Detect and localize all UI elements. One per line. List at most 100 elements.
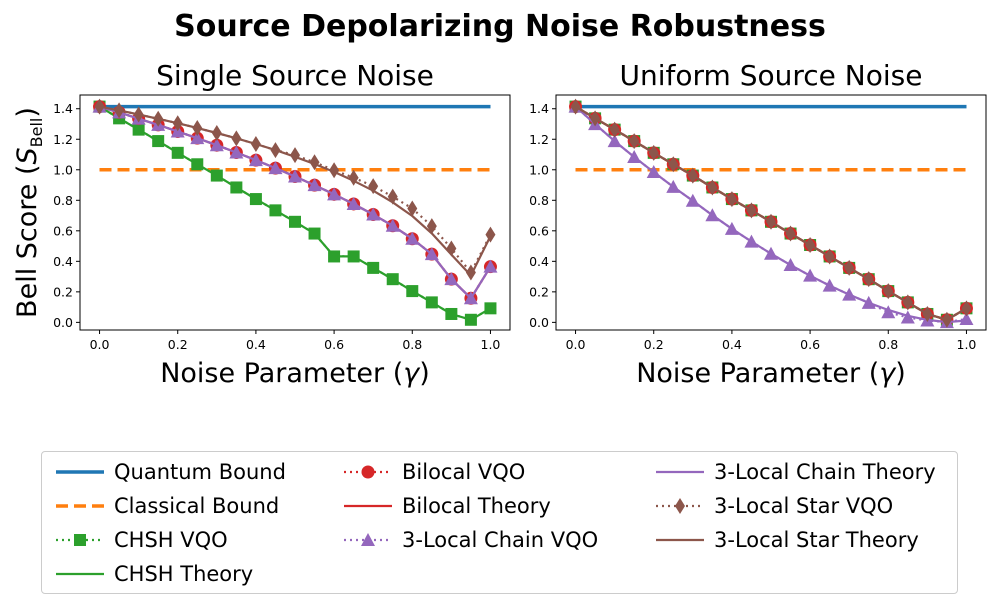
legend-label: 3-Local Chain VQO: [402, 528, 599, 552]
marker-chsh-vqo: [367, 261, 380, 274]
legend-swatch: [344, 533, 392, 546]
legend-label: 3-Local Star Theory: [714, 528, 919, 552]
legend-swatch: [656, 538, 704, 542]
x-tick-label: 0.6: [324, 337, 344, 352]
marker-chsh-vqo: [230, 181, 243, 194]
y-tick-label: 1.4: [529, 101, 549, 116]
y-tick-label: 0.6: [529, 223, 549, 238]
marker-chsh-vqo: [425, 296, 438, 309]
marker-3-local-star-vqo: [368, 178, 379, 195]
marker-3-local-star-vqo: [648, 144, 659, 161]
chart-panel-single-source-noise: Single Source Noise 0.0 0.2 0.4 0.6 0.8 1.0 0.0…: [12, 59, 511, 389]
marker-3-local-star-vqo: [824, 248, 835, 265]
marker-3-local-chain-vqo: [307, 178, 322, 192]
legend-item-3-local-chain-theory: 3-Local Chain Theory: [654, 457, 936, 487]
legend-item-3-local-star-theory: 3-Local Star Theory: [654, 525, 919, 555]
legend-swatch: [56, 470, 104, 474]
y-tick-label: 0.0: [53, 315, 73, 330]
marker-3-local-star-vqo: [446, 240, 457, 257]
legend-label: Classical Bound: [114, 494, 280, 518]
legend-item-classical-bound: Classical Bound: [54, 491, 279, 521]
marker-chsh-vqo: [386, 273, 399, 286]
marker-3-local-star-vqo: [844, 259, 855, 276]
legend-swatch: [56, 504, 104, 508]
marker-3-local-chain-vqo: [268, 161, 283, 175]
x-tick-label: 0.2: [644, 337, 664, 352]
marker-chsh-vqo: [132, 123, 145, 136]
legend-swatch: [656, 470, 704, 474]
marker-chsh-vqo: [289, 215, 301, 228]
marker-3-local-star-vqo: [250, 135, 261, 152]
marker-3-local-chain-vqo: [209, 138, 224, 152]
marker-3-local-star-vqo: [922, 305, 933, 322]
marker-chsh-vqo: [328, 250, 341, 263]
marker-3-local-star-vqo: [114, 102, 125, 119]
legend-marker: [361, 533, 375, 546]
y-tick-label: 0.4: [53, 254, 73, 269]
marker-3-local-star-vqo: [348, 169, 359, 186]
x-tick-label: 0.6: [800, 337, 820, 352]
legend-label: Quantum Bound: [114, 460, 286, 484]
marker-3-local-star-vqo: [94, 98, 105, 115]
chart-panel-uniform-source-noise: Uniform Source Noise 0.0 0.2 0.4 0.6 0.8 1.0 0.…: [529, 59, 987, 389]
legend-swatch: [344, 465, 392, 479]
marker-3-local-star-vqo: [902, 294, 913, 311]
chart-title: Uniform Source Noise: [620, 59, 923, 92]
x-tick-label: 1.0: [481, 337, 501, 352]
marker-3-local-chain-vqo: [190, 131, 205, 145]
marker-3-local-star-vqo: [485, 226, 496, 243]
marker-3-local-star-vqo: [465, 264, 476, 281]
plot-area: [568, 98, 974, 329]
y-tick-label: 0.6: [53, 223, 73, 238]
legend-swatch: [56, 534, 104, 546]
marker-3-local-star-vqo: [426, 218, 437, 235]
y-tick-label: 1.2: [529, 132, 549, 147]
legend-swatch: [344, 504, 392, 508]
legend-item-chsh-vqo: CHSH VQO: [54, 525, 228, 555]
series-line-3-local-star-vqo: [99, 105, 492, 274]
legend-label: CHSH Theory: [114, 562, 254, 586]
x-tick-label: 1.0: [957, 337, 977, 352]
x-tick-label: 0.2: [168, 337, 188, 352]
series-line-3-local-star-vqo: [574, 105, 968, 321]
marker-3-local-star-vqo: [407, 200, 418, 217]
marker-3-local-star-vqo: [766, 213, 776, 230]
x-tick-label: 0.8: [878, 337, 898, 352]
marker-3-local-chain-vqo: [444, 272, 459, 286]
marker-3-local-star-vqo: [883, 283, 894, 300]
marker-3-local-star-vqo: [309, 154, 320, 171]
chart-title: Single Source Noise: [156, 59, 434, 92]
x-tick-label: 0.0: [566, 337, 586, 352]
legend-item-bilocal-vqo: Bilocal VQO: [342, 457, 525, 487]
x-tick-label: 0.8: [402, 337, 422, 352]
marker-3-local-chain-vqo: [803, 268, 818, 282]
marker-3-local-star-vqo: [172, 115, 183, 132]
legend-item-chsh-theory: CHSH Theory: [54, 559, 253, 589]
marker-3-local-star-vqo: [785, 225, 796, 242]
x-axis-label: Noise Parameter (γ): [636, 358, 906, 389]
marker-3-local-chain-vqo: [646, 165, 661, 179]
marker-3-local-chain-vqo: [764, 246, 778, 260]
x-tick-label: 0.4: [246, 337, 266, 352]
marker-chsh-vqo: [464, 313, 477, 326]
marker-3-local-chain-vqo: [685, 193, 700, 207]
marker-3-local-chain-vqo: [405, 231, 420, 245]
y-tick-label: 1.4: [53, 101, 73, 116]
legend-label: CHSH VQO: [114, 528, 228, 552]
marker-3-local-chain-vqo: [783, 257, 798, 271]
legend-label: 3-Local Chain Theory: [714, 460, 936, 484]
marker-3-local-star-vqo: [707, 179, 718, 196]
marker-chsh-vqo: [484, 302, 497, 315]
marker-3-local-chain-vqo: [483, 259, 498, 273]
y-tick-label: 0.0: [529, 315, 549, 330]
marker-chsh-vqo: [210, 169, 223, 182]
x-tick-label: 0.4: [722, 337, 742, 352]
marker-chsh-vqo: [191, 158, 204, 171]
marker-chsh-vqo: [171, 146, 184, 159]
legend-item-bilocal-theory: Bilocal Theory: [342, 491, 551, 521]
legend-marker: [74, 534, 86, 546]
y-tick-label: 0.4: [529, 254, 549, 269]
axes-frame: [79, 94, 511, 331]
legend-label: 3-Local Star VQO: [714, 494, 894, 518]
